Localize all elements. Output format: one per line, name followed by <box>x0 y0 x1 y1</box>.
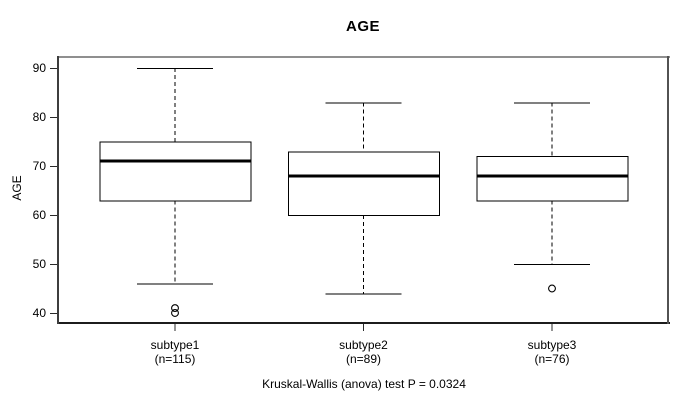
x-category-label: subtype3 <box>527 338 577 352</box>
iqr-box-subtype3 <box>476 156 629 202</box>
x-category-sublabel: (n=115) <box>154 352 196 366</box>
chart-title: AGE <box>345 18 380 35</box>
y-tick-label: 50 <box>32 257 46 271</box>
x-category-label: subtype1 <box>150 338 200 352</box>
stats-caption: Kruskal-Wallis (anova) test P = 0.0324 <box>262 377 466 391</box>
outlier-point <box>171 309 179 317</box>
iqr-box-subtype2 <box>288 151 440 217</box>
iqr-box-subtype1 <box>99 141 252 202</box>
outlier-point <box>171 304 179 313</box>
y-tick-label: 90 <box>32 61 46 75</box>
x-category-sublabel: (n=89) <box>345 352 382 366</box>
y-tick-label: 70 <box>32 159 46 173</box>
y-tick-label: 80 <box>32 110 46 124</box>
outlier-point <box>548 284 556 293</box>
y-tick-label: 60 <box>32 208 46 222</box>
x-category-sublabel: (n=76) <box>534 352 570 366</box>
x-category-label: subtype2 <box>339 338 388 352</box>
y-tick-label: 40 <box>32 306 46 320</box>
